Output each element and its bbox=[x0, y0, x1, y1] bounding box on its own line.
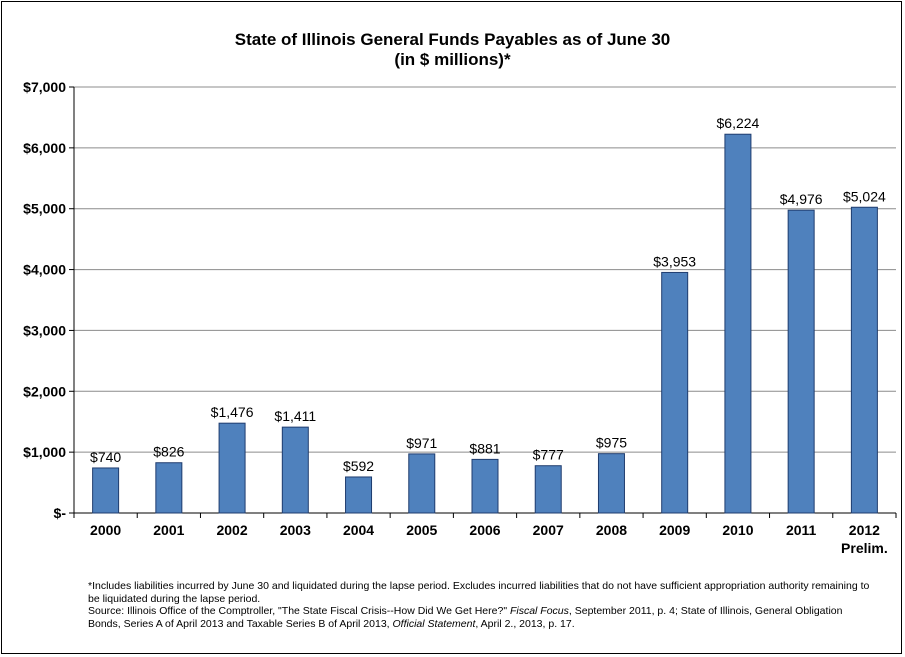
bar bbox=[408, 453, 436, 514]
data-label: $5,024 bbox=[843, 188, 886, 204]
x-tick-label: 2002 bbox=[216, 522, 247, 538]
data-label: $740 bbox=[90, 449, 121, 465]
chart-title: State of Illinois General Funds Payables… bbox=[234, 30, 671, 49]
data-label: $1,411 bbox=[274, 408, 316, 424]
chart-subtitle: (in $ millions)* bbox=[394, 50, 511, 69]
data-label: $3,953 bbox=[653, 253, 696, 269]
bar bbox=[534, 465, 562, 514]
bar bbox=[850, 206, 878, 514]
y-tick-label: $7,000 bbox=[23, 79, 66, 95]
y-tick-label: $1,000 bbox=[23, 444, 66, 460]
data-label: $1,476 bbox=[211, 404, 254, 420]
bar bbox=[345, 476, 373, 514]
x-tick-label: 2006 bbox=[469, 522, 500, 538]
data-label: $881 bbox=[469, 440, 500, 456]
data-label: $592 bbox=[343, 458, 374, 474]
bar-chart: $- $1,000 $2,000 $3,000 $4,000 $5,000 $6,000 $7… bbox=[23, 79, 897, 556]
x-tick-label: 2000 bbox=[90, 522, 121, 538]
bar bbox=[155, 462, 183, 514]
footnote-source: Source: Illinois Office of the Comptroll… bbox=[88, 605, 843, 630]
bar bbox=[597, 453, 625, 514]
x-tick-label: 2005 bbox=[406, 522, 437, 538]
x-tick-label: 2008 bbox=[596, 522, 627, 538]
footnotes: *Includes liabilities incurred by June 3… bbox=[88, 580, 878, 630]
bar bbox=[218, 422, 246, 514]
plot-area bbox=[74, 87, 896, 513]
y-tick-label: $6,000 bbox=[23, 140, 66, 156]
bar bbox=[281, 426, 309, 514]
y-tick-label: $3,000 bbox=[23, 322, 66, 338]
data-label: $4,976 bbox=[780, 191, 823, 207]
data-label: $826 bbox=[153, 444, 184, 460]
x-tick-label: 2007 bbox=[533, 522, 564, 538]
x-tick-label: 2004 bbox=[343, 522, 374, 538]
x-tick-label: 2001 bbox=[153, 522, 184, 538]
x-tick-sublabel: Prelim. bbox=[841, 540, 888, 556]
bar bbox=[724, 133, 752, 514]
footnote-definition: *Includes liabilities incurred by June 3… bbox=[88, 580, 870, 605]
y-tick-label: $- bbox=[54, 505, 67, 521]
y-tick-label: $5,000 bbox=[23, 201, 66, 217]
x-tick-label: 2012 bbox=[849, 522, 880, 538]
data-label: $777 bbox=[533, 447, 564, 463]
x-tick-label: 2009 bbox=[659, 522, 690, 538]
data-label: $971 bbox=[406, 435, 437, 451]
bar bbox=[471, 458, 499, 514]
bar bbox=[661, 271, 689, 514]
x-tick-label: 2010 bbox=[722, 522, 753, 538]
x-tick-label: 2003 bbox=[280, 522, 311, 538]
data-label: $975 bbox=[596, 435, 627, 451]
x-tick-label: 2011 bbox=[786, 522, 817, 538]
y-tick-label: $2,000 bbox=[23, 383, 66, 399]
y-tick-label: $4,000 bbox=[23, 262, 66, 278]
bar bbox=[787, 209, 815, 514]
data-label: $6,224 bbox=[717, 115, 760, 131]
bar bbox=[92, 467, 120, 514]
